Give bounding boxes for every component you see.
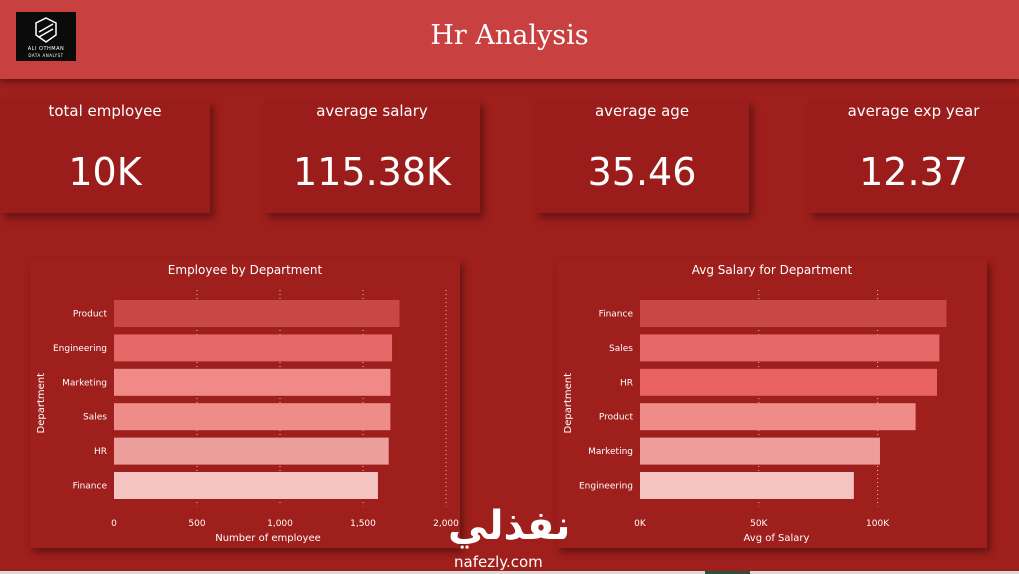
bottom-scrollbar[interactable] [0, 571, 1019, 574]
scroll-thumb[interactable] [705, 571, 750, 574]
bar-marketing [114, 368, 391, 396]
logo-line2: DATA ANALYST [28, 53, 64, 58]
page-title: Hr Analysis [430, 20, 589, 51]
y-tick-label: HR [94, 447, 107, 457]
x-tick-label: 50K [750, 519, 768, 529]
company-logo: ALI OTHMAN DATA ANALYST [16, 12, 76, 61]
x-tick-label: 0 [111, 519, 117, 529]
kpi-card-average-exp-year: average exp year 12.37 [808, 100, 1019, 213]
watermark-arabic: نفذلي [448, 503, 571, 549]
bar-sales [640, 334, 940, 362]
bar-product [114, 300, 400, 327]
header-bar: ALI OTHMAN DATA ANALYST Hr Analysis [0, 0, 1019, 79]
y-tick-label: Sales [83, 413, 107, 423]
y-tick-label: HR [620, 378, 633, 388]
kpi-label: total employee [48, 102, 162, 120]
x-tick-label: 2,000 [433, 519, 459, 529]
bar-engineering [114, 334, 393, 362]
bar-product [640, 403, 916, 431]
chart-svg: Avg Salary for Department 0K 50K 100K Financ… [563, 263, 947, 544]
x-tick-label: 500 [188, 519, 205, 529]
bar-sales [114, 403, 391, 431]
kpi-card-average-age: average age 35.46 [535, 100, 749, 213]
y-tick-label: Finance [599, 310, 634, 320]
x-axis-label: Number of employee [215, 533, 321, 544]
chart-svg: Employee by Department 0 500 1,000 1,500 2,00… [36, 263, 459, 544]
bar-finance [114, 472, 378, 499]
chart-title: Employee by Department [168, 263, 323, 277]
y-axis-label: Department [563, 373, 574, 434]
y-tick-label: Engineering [53, 344, 107, 354]
y-tick-label: Finance [73, 482, 108, 492]
bar-engineering [640, 472, 854, 499]
y-tick-label: Marketing [588, 447, 633, 457]
x-axis-label: Avg of Salary [744, 533, 810, 544]
bar-finance [640, 300, 947, 327]
chart-title: Avg Salary for Department [692, 263, 853, 277]
bar-hr [640, 368, 937, 396]
chart-employee-by-department[interactable]: Employee by Department 0 500 1,000 1,500 2,00… [30, 260, 460, 548]
y-tick-label: Marketing [62, 378, 107, 388]
kpi-value: 115.38K [293, 150, 451, 194]
logo-mark-icon [35, 17, 57, 43]
x-tick-label: 100K [866, 519, 890, 529]
x-tick-label: 1,000 [267, 519, 293, 529]
x-tick-label: 0K [634, 519, 647, 529]
bar-hr [114, 437, 389, 465]
kpi-card-average-salary: average salary 115.38K [264, 100, 480, 213]
kpi-label: average exp year [847, 102, 980, 120]
y-tick-label: Product [73, 310, 108, 320]
x-tick-label: 1,500 [350, 519, 376, 529]
y-tick-label: Engineering [579, 482, 633, 492]
kpi-value: 35.46 [587, 150, 697, 194]
kpi-value: 12.37 [859, 150, 968, 194]
kpi-value: 10K [68, 150, 142, 194]
bar-marketing [640, 437, 880, 465]
logo-line1: ALI OTHMAN [27, 46, 65, 52]
chart-avg-salary-by-department[interactable]: Avg Salary for Department 0K 50K 100K Financ… [557, 260, 987, 548]
watermark-url: nafezly.com [454, 553, 543, 571]
y-tick-label: Product [599, 413, 634, 423]
kpi-label: average age [594, 102, 690, 120]
y-tick-label: Sales [609, 344, 633, 354]
kpi-card-total-employee: total employee 10K [0, 100, 210, 213]
y-axis-label: Department [36, 373, 47, 434]
kpi-label: average salary [316, 102, 428, 120]
